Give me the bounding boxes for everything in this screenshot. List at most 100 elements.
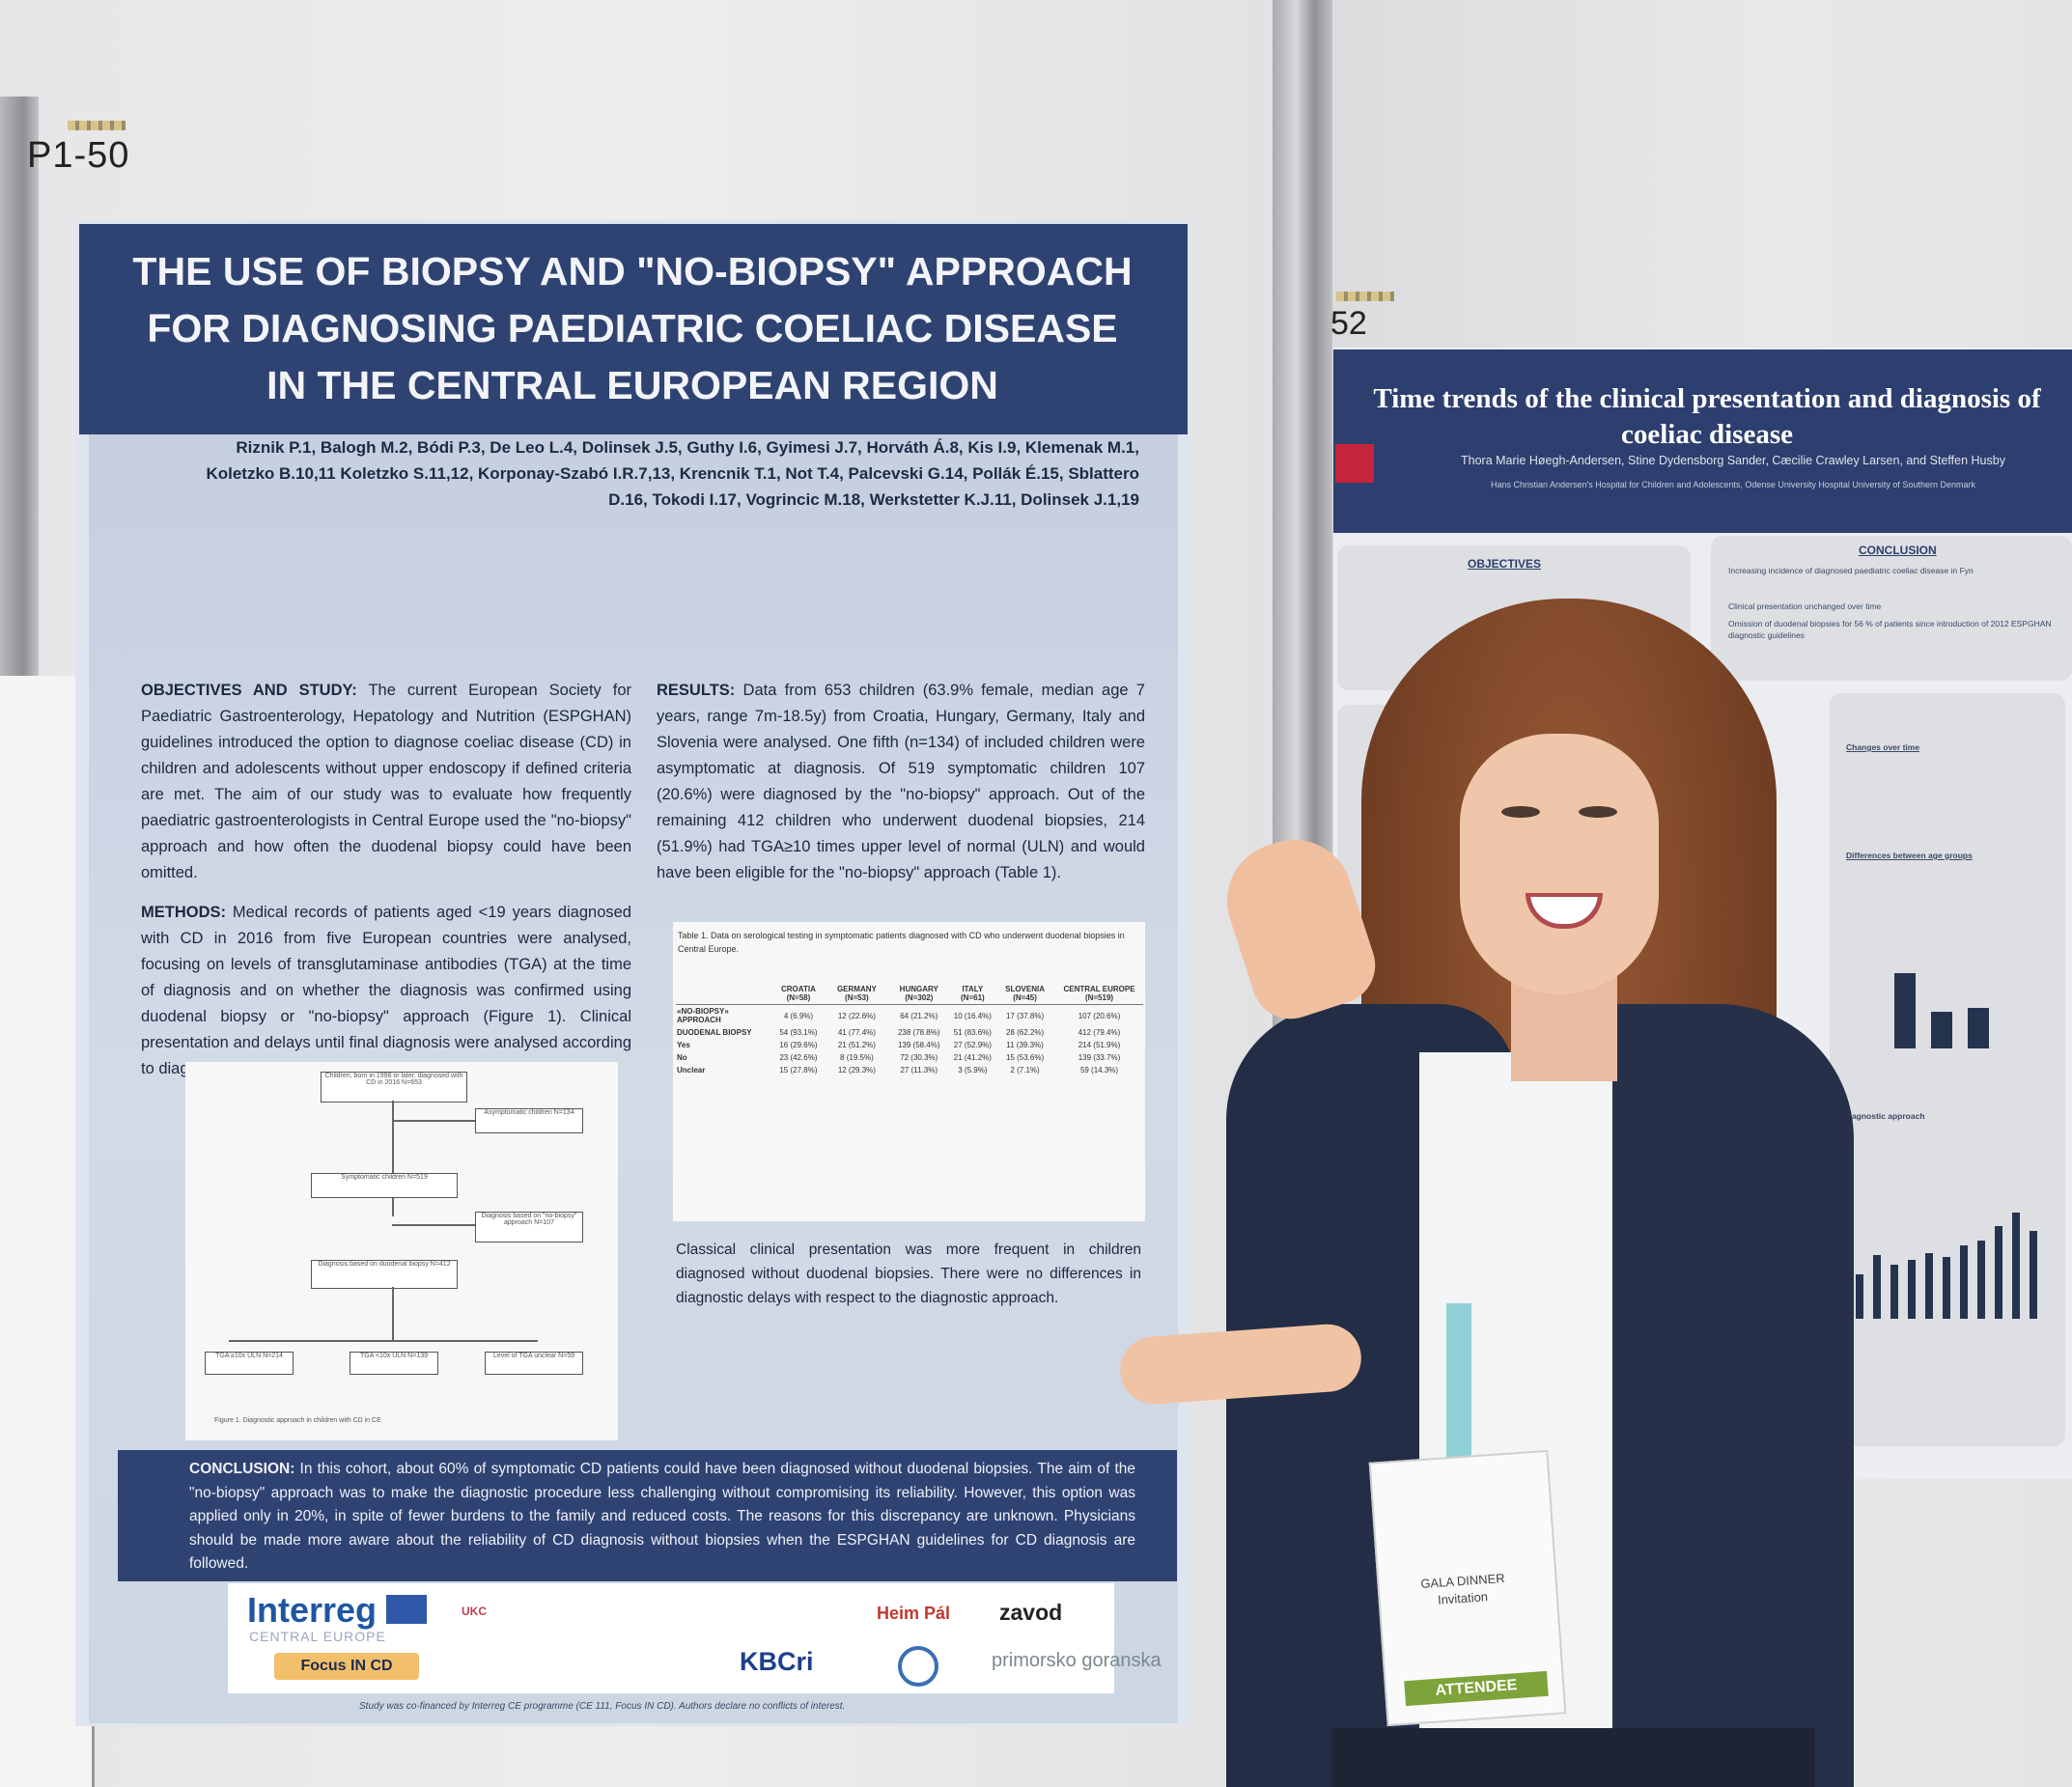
- age-group-bar: [1968, 1008, 1989, 1048]
- table-cell: 27 (52.9%): [953, 1041, 992, 1049]
- table-row: «NO-BIOPSY» APPROACH 4 (6.9%) 12 (22.6%)…: [676, 1005, 1143, 1027]
- table-cell: 15 (27.8%): [779, 1066, 818, 1075]
- left-column: OBJECTIVES AND STUDY: The current Europe…: [141, 678, 631, 1082]
- table-caption: Table 1. Data on serological testing in …: [678, 931, 1125, 954]
- table-cell: Unclear: [677, 1066, 706, 1075]
- age-group-bar: [1931, 1012, 1952, 1048]
- table-cell: 17 (37.8%): [1005, 1011, 1045, 1020]
- table-cell: 214 (51.9%): [1078, 1041, 1121, 1049]
- flow-box: Symptomatic children N=519: [311, 1173, 458, 1198]
- table-row: DUODENAL BIOPSY 54 (93.1%) 41 (77.4%) 23…: [676, 1026, 1143, 1039]
- ukc-logo: UKC: [462, 1605, 487, 1618]
- conclusion-item: Increasing incidence of diagnosed paedia…: [1728, 566, 1974, 575]
- table-cell: 139 (58.4%): [897, 1041, 940, 1049]
- table-cell: 21 (51.2%): [837, 1041, 876, 1049]
- table-1-panel: [673, 922, 1145, 1221]
- table-cell: 2 (7.1%): [1010, 1066, 1040, 1075]
- poster-number-label-right: 52: [1330, 305, 1367, 342]
- diagnosis-year-bar: [2012, 1213, 2020, 1319]
- flow-connector: [392, 1224, 489, 1226]
- table-header-cell: [676, 983, 770, 1005]
- table-cell: No: [677, 1053, 687, 1062]
- person-eye: [1579, 806, 1617, 818]
- heim-pal-logo: Heim Pál: [877, 1604, 951, 1623]
- conclusion-band: [118, 1450, 1177, 1581]
- section-heading: 3. Diagnostic approach: [1834, 1111, 1925, 1121]
- diagnosis-year-bar: [1890, 1265, 1898, 1319]
- right-poster-affiliation: Hans Christian Andersen's Hospital for C…: [1491, 480, 1975, 489]
- right-poster-title: Time trends of the clinical presentation…: [1340, 381, 2072, 453]
- table-cell: 23 (42.6%): [779, 1053, 818, 1062]
- zavod-logo: zavod: [999, 1600, 1063, 1625]
- table-cell: 41 (77.4%): [837, 1028, 876, 1037]
- table-header-cell: GERMANY (N=53): [826, 983, 887, 1005]
- flow-box: Level of TGA unclear N=59: [485, 1352, 583, 1375]
- title-line: FOR DIAGNOSING PAEDIATRIC COELIAC DISEAS…: [147, 306, 1118, 350]
- kbcri-logo: KBCri: [740, 1647, 814, 1676]
- side-results-panel: [1830, 693, 2065, 1446]
- diagnosis-year-bar: [1873, 1255, 1881, 1319]
- table-row: Yes 16 (29.6%) 21 (51.2%) 139 (58.4%) 27…: [676, 1039, 1143, 1051]
- eu-flag-icon: [386, 1595, 427, 1624]
- table-header-cell: SLOVENIA (N=45): [994, 983, 1056, 1005]
- table-cell: 59 (14.3%): [1079, 1066, 1119, 1075]
- table-header-cell: HUNGARY (N=302): [886, 983, 951, 1005]
- author-list: Riznik P.1, Balogh M.2, Bódi P.3, De Leo…: [206, 438, 1139, 509]
- methods-text: Medical records of patients aged <19 yea…: [141, 904, 631, 1077]
- age-group-bar: [1894, 973, 1916, 1048]
- flow-connector: [229, 1340, 538, 1342]
- diagnosis-year-bar: [1925, 1253, 1933, 1319]
- title-line: Time trends of the clinical presentation…: [1373, 383, 2041, 414]
- person-pants: [1332, 1728, 1815, 1787]
- table-cell: 28 (62.2%): [1005, 1028, 1045, 1037]
- conclusion-box: [1711, 536, 2072, 681]
- hospital-logo: [1335, 444, 1374, 483]
- flow-box: TGA <10x ULN N=139: [350, 1352, 438, 1375]
- title-line: coeliac disease: [1621, 419, 1793, 450]
- conclusion-heading: CONCLUSION:: [189, 1461, 295, 1477]
- objectives-heading: OBJECTIVES AND STUDY:: [141, 682, 357, 699]
- table-cell: 10 (16.4%): [953, 1011, 992, 1020]
- flow-box: Children, born in 1998 or later, diagnos…: [321, 1072, 467, 1103]
- interreg-logo: Interreg: [247, 1590, 378, 1630]
- section-heading: Changes over time: [1846, 742, 1920, 752]
- table-cell: 412 (79.4%): [1078, 1028, 1121, 1037]
- diagnosis-year-bar: [1856, 1274, 1863, 1319]
- flow-box: Diagnosis based on "no-biopsy" approach …: [475, 1212, 583, 1243]
- table-cell: 15 (53.6%): [1005, 1053, 1045, 1062]
- diagnosis-year-bar: [1977, 1241, 1985, 1319]
- flow-box: TGA ≥10x ULN N=214: [205, 1352, 294, 1375]
- diagnosis-year-bar: [2030, 1231, 2037, 1319]
- flow-connector: [392, 1120, 489, 1122]
- tape-strip: [68, 121, 126, 130]
- conclusion-item: Omission of duodenal biopsies for 56 % o…: [1728, 619, 2052, 640]
- table-cell: 12 (29.3%): [837, 1066, 876, 1075]
- table-cell: «NO-BIOPSY» APPROACH: [677, 1007, 729, 1024]
- footer-note: Study was co-financed by Interreg CE pro…: [359, 1701, 846, 1712]
- table-cell: 64 (21.2%): [900, 1011, 938, 1020]
- tape-strip: [1336, 292, 1394, 301]
- table-row: Unclear 15 (27.8%) 12 (29.3%) 27 (11.3%)…: [676, 1064, 1143, 1076]
- right-poster-authors: Thora Marie Høegh-Andersen, Stine Dydens…: [1461, 454, 2005, 467]
- section-heading: Differences between age groups: [1846, 851, 1973, 860]
- flow-box: Diagnosis based on duodenal biopsy N=412: [311, 1260, 458, 1289]
- title-line: IN THE CENTRAL EUROPEAN REGION: [266, 363, 998, 407]
- person-eye: [1501, 806, 1540, 818]
- table-cell: Yes: [677, 1041, 690, 1049]
- poster-number-label: P1-50: [27, 135, 130, 176]
- partner-logo-icon: [898, 1646, 938, 1687]
- table-cell: 16 (29.6%): [779, 1041, 818, 1049]
- flow-connector: [392, 1101, 394, 1216]
- lanyard: [1446, 1303, 1471, 1458]
- table-cell: 238 (78.8%): [897, 1028, 940, 1037]
- table-cell: 72 (30.3%): [900, 1053, 938, 1062]
- diagnosis-year-bar: [1960, 1245, 1968, 1319]
- table-cell: 139 (33.7%): [1078, 1053, 1121, 1062]
- right-poster-title-band: [1333, 349, 2072, 533]
- table-cell: 8 (19.5%): [840, 1053, 874, 1062]
- table-header-row: CROATIA (N=58) GERMANY (N=53) HUNGARY (N…: [676, 983, 1143, 1005]
- right-column: RESULTS: Data from 653 children (63.9% f…: [657, 678, 1145, 886]
- conclusion-text: In this cohort, about 60% of symptomatic…: [189, 1461, 1136, 1572]
- results-continued-text: Classical clinical presentation was more…: [676, 1242, 1141, 1306]
- interreg-subtitle: CENTRAL EUROPE: [249, 1629, 386, 1644]
